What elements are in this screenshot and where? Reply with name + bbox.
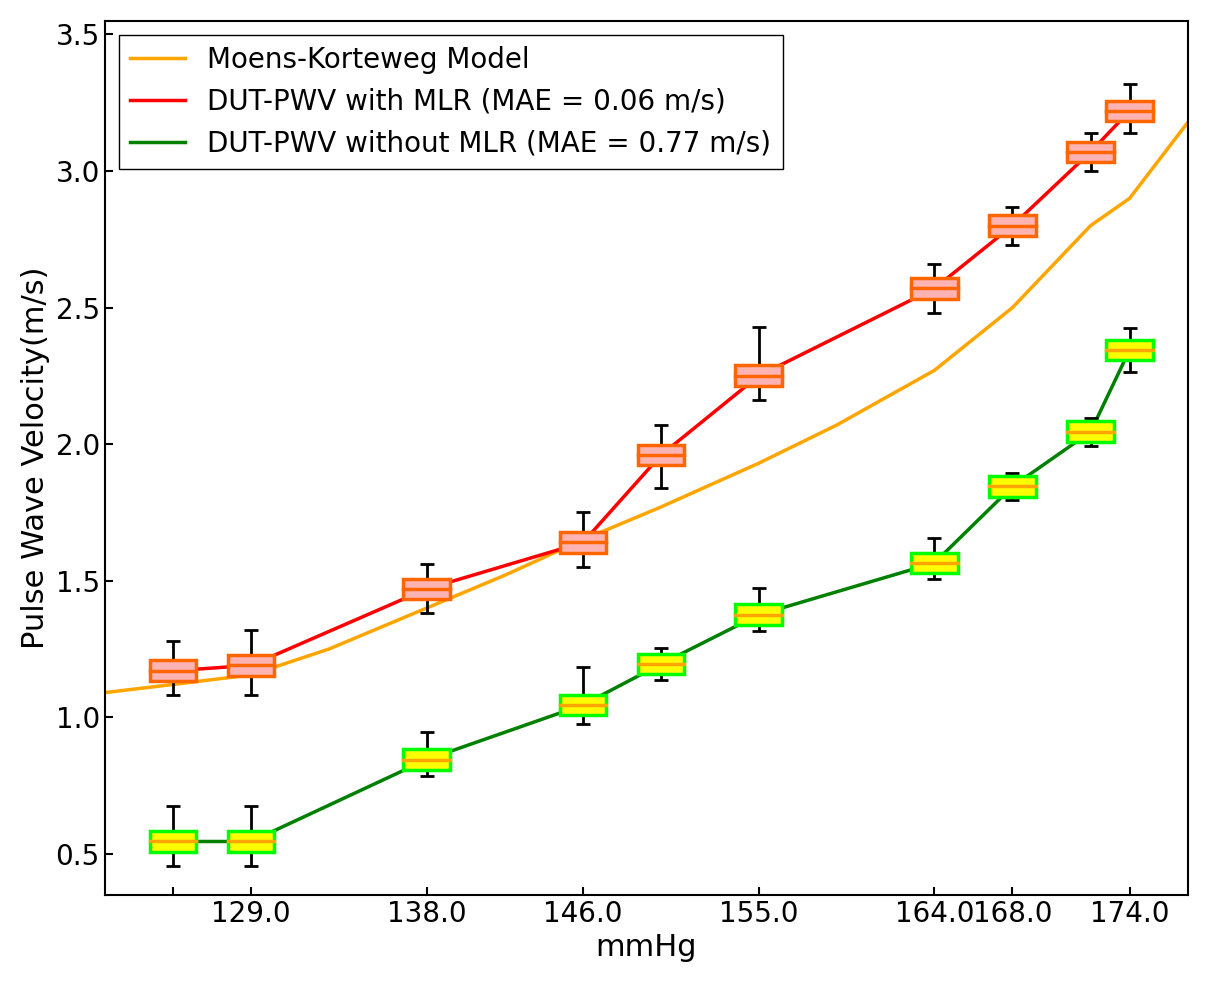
Line: DUT-PWV without MLR (MAE = 0.77 m/s): DUT-PWV without MLR (MAE = 0.77 m/s) [173,350,1129,841]
Bar [989,215,1036,236]
Moens-Korteweg Model [420,603,434,614]
Bar [227,831,274,852]
Bar [1068,422,1113,442]
Bar [910,552,958,573]
DUT-PWV without MLR (MAE = 0.77 m/s) [1005,481,1019,492]
Bar [560,532,607,552]
Line: DUT-PWV with MLR (MAE = 0.06 m/s): DUT-PWV with MLR (MAE = 0.06 m/s) [173,111,1129,670]
DUT-PWV with MLR (MAE = 0.06 m/s) [927,282,942,294]
DUT-PWV with MLR (MAE = 0.06 m/s) [1005,220,1019,232]
DUT-PWV with MLR (MAE = 0.06 m/s) [575,537,590,549]
DUT-PWV with MLR (MAE = 0.06 m/s) [420,583,434,595]
DUT-PWV without MLR (MAE = 0.77 m/s) [1122,344,1136,356]
Bar [1106,100,1153,121]
Bar [1068,142,1113,162]
DUT-PWV without MLR (MAE = 0.77 m/s) [654,658,669,669]
DUT-PWV with MLR (MAE = 0.06 m/s) [752,370,767,381]
Bar [989,476,1036,496]
DUT-PWV without MLR (MAE = 0.77 m/s) [166,836,180,847]
Bar [1068,142,1113,162]
Moens-Korteweg Model [752,457,767,469]
Bar [1106,339,1153,361]
DUT-PWV with MLR (MAE = 0.06 m/s) [244,660,259,671]
Bar [989,476,1036,496]
Moens-Korteweg Model [166,678,180,690]
Bar [637,654,684,674]
Moens-Korteweg Model [927,365,942,376]
Bar [560,695,607,716]
Bar [735,605,782,625]
Bar [404,749,450,770]
Moens-Korteweg Model [1181,116,1196,128]
Bar [735,605,782,625]
Bar [735,366,782,386]
Moens-Korteweg Model [1005,302,1019,314]
DUT-PWV without MLR (MAE = 0.77 m/s) [575,699,590,711]
Moens-Korteweg Model [829,419,844,431]
Line: Moens-Korteweg Model: Moens-Korteweg Model [105,122,1188,693]
Bar [910,278,958,299]
Moens-Korteweg Model [244,669,259,681]
Bar [989,215,1036,236]
DUT-PWV with MLR (MAE = 0.06 m/s) [1122,105,1136,117]
Bar [227,655,274,675]
X-axis label: mmHg: mmHg [596,933,698,962]
Bar [150,831,196,852]
Bar [404,749,450,770]
Legend: Moens-Korteweg Model, DUT-PWV with MLR (MAE = 0.06 m/s), DUT-PWV without MLR (MA: Moens-Korteweg Model, DUT-PWV with MLR (… [118,34,782,169]
Bar [1106,100,1153,121]
Moens-Korteweg Model [322,643,336,655]
Bar [150,831,196,852]
DUT-PWV with MLR (MAE = 0.06 m/s) [1083,146,1098,158]
Bar [1106,339,1153,361]
Moens-Korteweg Model [1122,193,1136,204]
Bar [150,661,196,681]
DUT-PWV without MLR (MAE = 0.77 m/s) [752,608,767,620]
Bar [637,444,684,465]
Bar [560,695,607,716]
Bar [227,831,274,852]
Bar [404,579,450,600]
Y-axis label: Pulse Wave Velocity(m/s): Pulse Wave Velocity(m/s) [21,266,50,649]
Bar [404,579,450,600]
Bar [735,366,782,386]
Moens-Korteweg Model [98,687,112,699]
DUT-PWV without MLR (MAE = 0.77 m/s) [244,836,259,847]
Moens-Korteweg Model [498,569,513,581]
Moens-Korteweg Model [575,534,590,546]
DUT-PWV without MLR (MAE = 0.77 m/s) [927,557,942,569]
Bar [637,654,684,674]
Bar [637,444,684,465]
Bar [910,552,958,573]
Bar [1068,422,1113,442]
Bar [910,278,958,299]
DUT-PWV with MLR (MAE = 0.06 m/s) [654,449,669,461]
Bar [560,532,607,552]
DUT-PWV without MLR (MAE = 0.77 m/s) [1083,426,1098,437]
Moens-Korteweg Model [1083,220,1098,232]
Bar [150,661,196,681]
DUT-PWV with MLR (MAE = 0.06 m/s) [166,665,180,676]
Bar [227,655,274,675]
DUT-PWV without MLR (MAE = 0.77 m/s) [420,754,434,766]
Moens-Korteweg Model [654,501,669,513]
